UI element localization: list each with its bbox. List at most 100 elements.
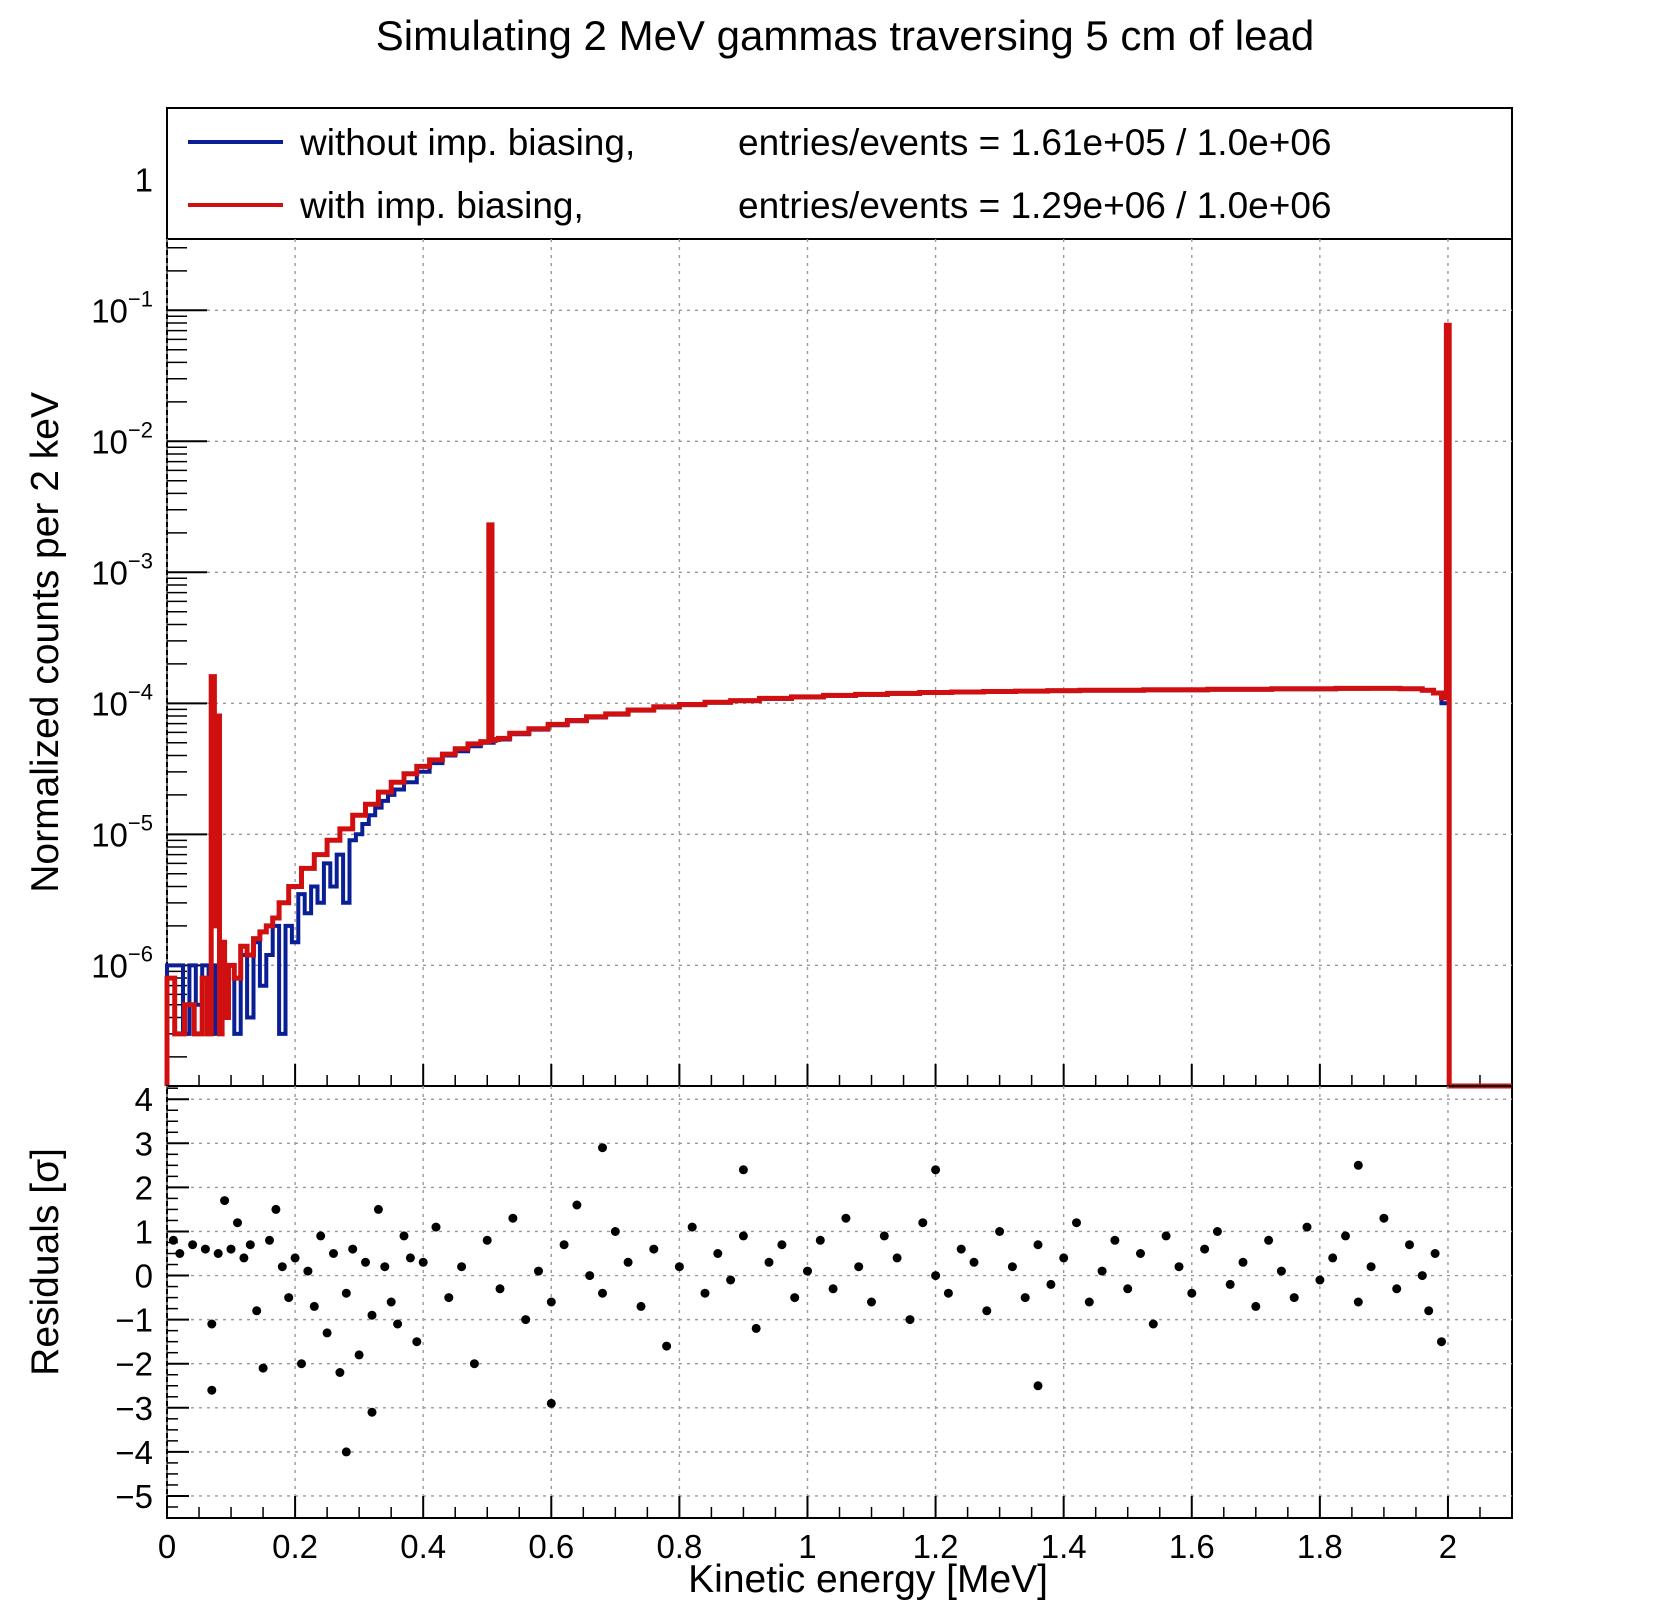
bottom-y-tick-label: −2 — [115, 1346, 153, 1383]
residual-point — [213, 1249, 223, 1258]
residual-point — [649, 1244, 659, 1254]
residual-point — [931, 1165, 941, 1175]
residual-point — [713, 1249, 723, 1258]
residual-point — [1392, 1284, 1402, 1294]
residual-point — [1174, 1262, 1184, 1272]
residual-point — [610, 1227, 620, 1236]
x-tick-label: 0 — [158, 1528, 176, 1565]
residual-point — [559, 1240, 569, 1250]
residual-point — [1225, 1279, 1235, 1289]
series-with-biasing — [164, 322, 1512, 1089]
x-tick-label: 0.4 — [400, 1528, 446, 1565]
residual-point — [726, 1275, 736, 1285]
residual-point — [444, 1293, 454, 1303]
residual-point — [284, 1293, 294, 1303]
x-tick-label: 1.6 — [1169, 1528, 1215, 1565]
residual-point — [245, 1240, 255, 1250]
residual-point — [1289, 1293, 1299, 1303]
residual-point — [738, 1231, 748, 1241]
x-tick-label: 1.4 — [1041, 1528, 1087, 1565]
residual-point — [751, 1323, 761, 1333]
residual-point — [1059, 1253, 1069, 1263]
bottom-y-tick-label: 1 — [135, 1213, 153, 1250]
residual-point — [271, 1204, 281, 1214]
residual-point — [418, 1257, 428, 1267]
residual-point — [777, 1240, 787, 1250]
bottom-y-axis-title: Residuals [σ] — [24, 1148, 67, 1376]
residual-point — [226, 1244, 236, 1254]
residual-point — [572, 1200, 582, 1210]
residual-point — [1110, 1235, 1120, 1245]
residual-point — [931, 1271, 941, 1281]
residual-point — [1046, 1279, 1056, 1289]
bottom-y-tick-label: 4 — [135, 1081, 153, 1118]
residual-point — [175, 1249, 185, 1258]
residual-point — [1072, 1218, 1081, 1228]
residual-point — [815, 1235, 825, 1245]
residual-point — [854, 1262, 864, 1272]
residual-point — [803, 1266, 812, 1276]
residual-point — [1200, 1244, 1210, 1254]
legend-stat-with-biasing: entries/events = 1.29e+06 / 1.0e+06 — [738, 185, 1331, 226]
residual-point — [1148, 1319, 1158, 1329]
residual-point — [546, 1297, 556, 1307]
residual-point — [495, 1284, 505, 1294]
residual-point — [1417, 1271, 1427, 1281]
top-y-tick-label: 10−2 — [91, 417, 153, 460]
residual-point — [623, 1257, 633, 1267]
residual-point — [361, 1257, 370, 1267]
residual-point — [309, 1301, 319, 1311]
residual-point — [1020, 1293, 1030, 1303]
residual-point — [585, 1271, 595, 1281]
residual-point — [1424, 1306, 1434, 1316]
residual-point — [1187, 1288, 1197, 1298]
residual-point — [354, 1350, 364, 1360]
residual-point — [790, 1293, 800, 1303]
residual-point — [1007, 1262, 1017, 1272]
residual-point — [546, 1398, 556, 1408]
x-tick-label: 0.8 — [656, 1528, 702, 1565]
residual-point — [316, 1231, 326, 1241]
bottom-y-tick-label: −3 — [115, 1390, 153, 1427]
residual-point — [373, 1204, 383, 1214]
residual-point — [239, 1253, 249, 1263]
residual-point — [335, 1368, 345, 1377]
residual-point — [1097, 1266, 1107, 1276]
residual-point — [1033, 1240, 1043, 1250]
residual-point — [200, 1244, 210, 1254]
residual-point — [1161, 1231, 1171, 1241]
residual-point — [1437, 1337, 1446, 1347]
residual-point — [662, 1341, 672, 1351]
top-y-tick-label: 10−4 — [91, 679, 153, 722]
residual-point — [879, 1231, 889, 1241]
residual-point — [1315, 1275, 1325, 1285]
residual-point — [1430, 1249, 1440, 1258]
residual-point — [828, 1284, 838, 1294]
residual-point — [405, 1253, 415, 1263]
residual-point — [700, 1288, 710, 1298]
residual-point — [918, 1218, 928, 1228]
residual-point — [277, 1262, 287, 1272]
residual-point — [399, 1231, 409, 1241]
residual-point — [841, 1213, 851, 1223]
bottom-y-tick-label: −5 — [115, 1478, 153, 1515]
residual-point — [1328, 1253, 1338, 1263]
bottom-y-tick-label: −1 — [115, 1302, 153, 1339]
residual-point — [738, 1165, 748, 1175]
residual-point — [482, 1235, 492, 1245]
residual-point — [303, 1266, 313, 1276]
residual-point — [1405, 1240, 1414, 1250]
chart-title: Simulating 2 MeV gammas traversing 5 cm … — [376, 12, 1314, 59]
residual-point — [1302, 1222, 1312, 1232]
residual-point — [380, 1262, 390, 1272]
residual-point — [1033, 1381, 1043, 1391]
residual-point — [1353, 1160, 1363, 1170]
bottom-y-tick-label: 2 — [135, 1169, 153, 1206]
residual-point — [1212, 1227, 1222, 1236]
top-panel-plot — [164, 322, 1512, 1089]
residual-point — [995, 1227, 1005, 1236]
residual-point — [1353, 1297, 1363, 1307]
residual-point — [431, 1222, 441, 1232]
residual-point — [687, 1222, 697, 1232]
residual-point — [764, 1257, 774, 1267]
